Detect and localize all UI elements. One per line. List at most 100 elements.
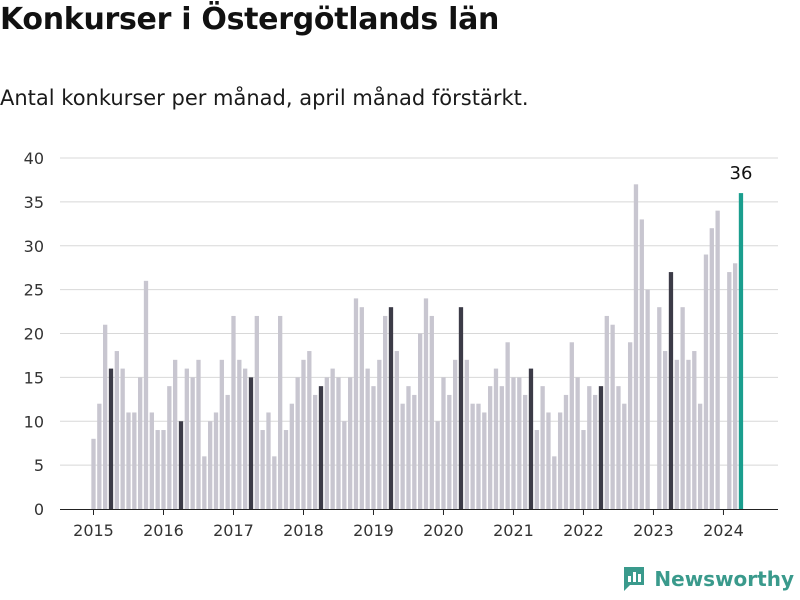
bar [254,315,259,509]
bar [359,307,364,509]
bar [103,324,108,509]
x-tick-label: 2016 [143,521,184,540]
bar [213,412,219,509]
bar [371,386,376,509]
bar [604,315,609,509]
bar [307,351,312,509]
bar [598,386,604,509]
bar [126,412,131,509]
bar [639,219,644,510]
bar [552,456,557,509]
bar [318,386,324,509]
bar [575,377,580,509]
bar [505,342,510,509]
bar [592,394,598,509]
bar [738,193,744,509]
bar [266,412,271,509]
bar [272,456,277,509]
x-tick-label: 2022 [563,521,604,540]
bar [248,377,254,509]
y-tick-label: 35 [24,193,44,212]
bar [464,359,469,509]
bar [388,307,394,509]
bar [680,307,685,509]
bar [336,377,341,509]
bar [686,359,691,509]
data-label-latest: 36 [730,163,753,184]
bar [353,298,359,509]
bar [482,412,487,509]
bar [120,368,125,509]
bar [429,315,434,509]
x-tick-label: 2019 [353,521,394,540]
bar [313,394,318,509]
bar [563,394,569,509]
bar [610,324,615,509]
bar [237,359,242,509]
x-tick-label: 2020 [423,521,464,540]
bar [692,351,697,509]
bar [569,342,574,509]
bar [511,377,516,509]
bar [581,430,586,509]
bar [225,394,230,509]
x-tick-label: 2017 [213,521,254,540]
bar [493,368,499,509]
bar [231,315,236,509]
bar [208,421,213,509]
bar [627,342,633,509]
bar [190,377,195,509]
bar [143,280,149,509]
bar [377,359,382,509]
bar [557,412,563,509]
bar [412,394,417,509]
bar [295,377,300,509]
y-tick-label: 10 [24,412,44,431]
bar [435,421,440,509]
bar [394,351,399,509]
bar [657,307,662,509]
bar [149,412,154,509]
bar [167,386,172,509]
bar [202,456,207,509]
bar [348,377,353,509]
x-tick-label: 2021 [493,521,534,540]
bar [97,403,102,509]
x-tick-label: 2015 [73,521,114,540]
y-tick-label: 5 [34,456,44,475]
bar [645,289,650,509]
bar [546,412,551,509]
bar [697,403,703,509]
bar [540,386,545,509]
bar [178,421,184,509]
newsworthy-logo-icon [622,566,646,592]
bar [732,263,738,509]
bar [132,412,137,509]
bar [423,298,429,509]
bar [522,394,528,509]
chart-subtitle: Antal konkurser per månad, april månad f… [0,86,529,110]
bar [662,351,668,509]
bar [196,359,201,509]
bar [499,386,504,509]
bar [452,359,458,509]
x-tick-label: 2018 [283,521,324,540]
x-tick-label: 2023 [633,521,674,540]
bar [470,403,475,509]
bar [324,377,329,509]
x-tick-label: 2024 [703,521,744,540]
bar [709,228,714,509]
bar [114,351,119,509]
bar [330,368,335,509]
y-tick-label: 40 [24,149,44,168]
y-tick-label: 30 [24,237,44,256]
bar [108,368,114,509]
y-tick-label: 20 [24,325,44,344]
bar [674,359,679,509]
bar [587,386,592,509]
bar [633,184,639,509]
bar [703,254,709,509]
bar [417,333,423,509]
bar [278,315,283,509]
